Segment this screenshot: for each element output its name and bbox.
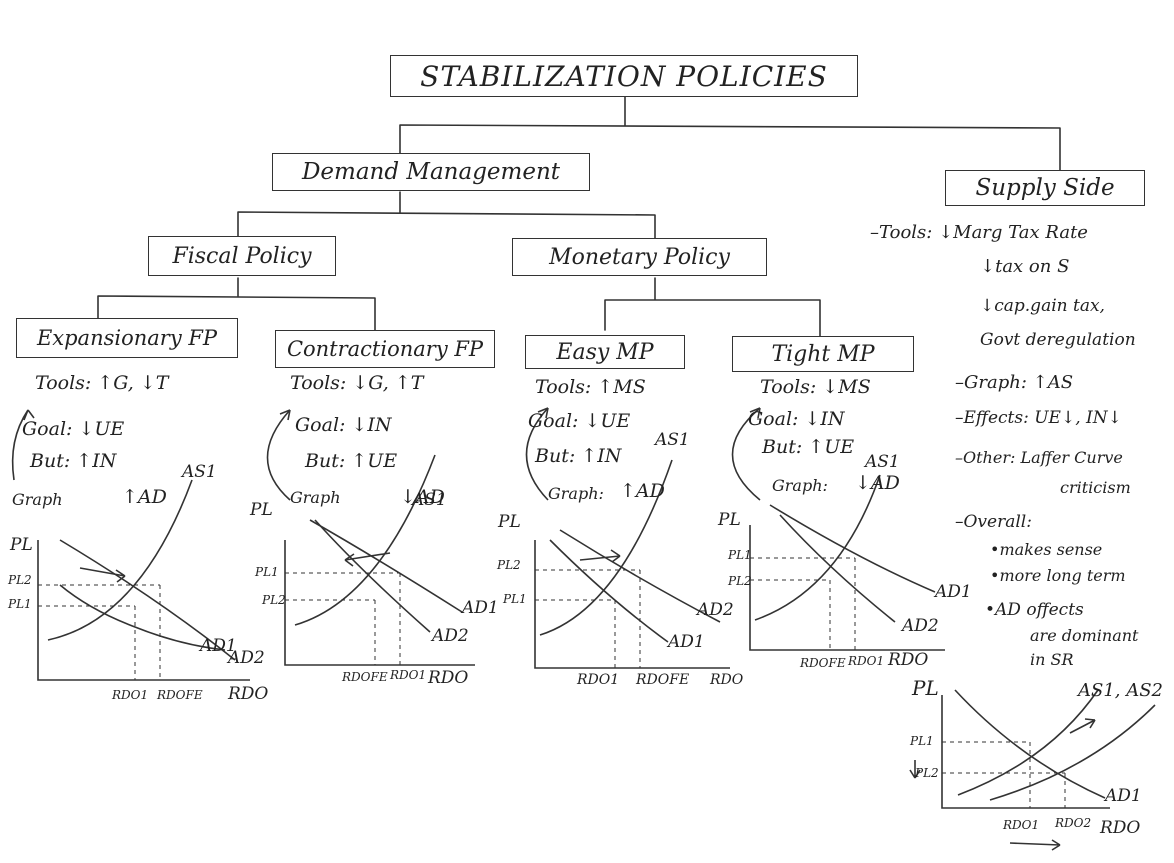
ss-tools-3: ↓cap.gain tax,: [980, 296, 1105, 316]
exp-ad2: AD2: [228, 648, 265, 668]
ss-g-ad: AD1: [1105, 786, 1142, 806]
easy-pl: PL: [498, 512, 521, 532]
tight-graph-value: ↓AD: [855, 472, 900, 494]
tight-rdo: RDO: [888, 650, 929, 670]
ss-overall-3: •AD offects: [985, 600, 1084, 620]
con-ad1: AD1: [462, 598, 499, 618]
ss-tools-1: –Tools: ↓Marg Tax Rate: [870, 222, 1088, 243]
easy-graph-value: ↑AD: [620, 480, 665, 502]
con-rdofe: RDOFE: [342, 670, 388, 684]
exp-pl1: PL1: [8, 597, 32, 611]
easy-as: AS1: [655, 430, 690, 450]
ss-effects: –Effects: UE↓, IN↓: [955, 408, 1122, 428]
exp-rdo: RDO: [228, 684, 269, 704]
title-box: STABILIZATION POLICIES: [390, 55, 858, 97]
ss-graph: –Graph: ↑AS: [955, 372, 1074, 393]
ss-g-as: AS1, AS2: [1078, 680, 1164, 701]
con-as: AS1: [412, 490, 447, 510]
tight-goal: Goal: ↓IN: [748, 408, 845, 430]
exp-graph: Graph: [12, 490, 63, 509]
easy-rdo1: RDO1: [577, 672, 620, 688]
exp-as: AS1: [182, 462, 217, 482]
easy-but: But: ↑IN: [535, 445, 622, 467]
con-pl1: PL1: [255, 565, 279, 579]
tight-ad1: AD1: [935, 582, 972, 602]
ss-g-rdo1: RDO1: [1003, 818, 1040, 832]
ss-g-pl2: PL2: [915, 766, 939, 780]
demand-management-box: Demand Management: [272, 153, 590, 191]
con-but: But: ↑UE: [305, 450, 398, 472]
monetary-policy-box: Monetary Policy: [512, 238, 767, 276]
ss-overall: –Overall:: [955, 512, 1032, 532]
con-goal: Goal: ↓IN: [295, 414, 392, 436]
ss-overall-1: •makes sense: [990, 540, 1103, 559]
expansionary-fp-box: Expansionary FP: [16, 318, 238, 358]
tight-pl: PL: [718, 510, 741, 530]
ss-other-2: criticism: [1060, 478, 1131, 497]
ss-overall-2: •more long term: [990, 566, 1126, 585]
tight-rdo1: RDO1: [848, 654, 885, 668]
graph-supply-side: [909, 689, 1156, 851]
contractionary-fp-box: Contractionary FP: [275, 330, 495, 368]
exp-pl2: PL2: [8, 573, 32, 587]
easy-tools: Tools: ↑MS: [535, 376, 646, 398]
tight-as: AS1: [865, 452, 900, 472]
con-graph-value: ↓AD: [400, 486, 445, 508]
easy-goal: Goal: ↓UE: [528, 410, 631, 432]
easy-graph: Graph:: [548, 484, 604, 503]
graph-easy: [534, 459, 730, 669]
easy-ad1: AD1: [668, 632, 705, 652]
ss-g-pl1: PL1: [910, 734, 934, 748]
supply-side-box: Supply Side: [945, 170, 1145, 206]
con-rdo: RDO: [428, 668, 469, 688]
graph-expansionary: [37, 479, 250, 681]
tight-pl2: PL2: [728, 574, 752, 588]
tight-mp-box: Tight MP: [732, 336, 914, 372]
tight-but: But: ↑UE: [762, 436, 855, 458]
tight-rdofe: RDOFE: [800, 656, 846, 670]
ss-tools-4: Govt deregulation: [980, 330, 1136, 350]
tight-pl1: PL1: [728, 548, 752, 562]
ss-overall-5: in SR: [1030, 650, 1074, 669]
ss-g-pl: PL: [912, 676, 939, 700]
tight-graph: Graph:: [772, 476, 828, 495]
easy-rdo: RDO: [710, 672, 744, 688]
easy-pl1: PL1: [503, 592, 527, 606]
ss-other-1: –Other: Laffer Curve: [955, 448, 1123, 467]
easy-rdofe: RDOFE: [636, 672, 690, 688]
graph-contractionary: [284, 454, 475, 666]
con-graph: Graph: [290, 488, 341, 507]
exp-rdofe: RDOFE: [157, 688, 203, 702]
con-ad2: AD2: [432, 626, 469, 646]
tight-ad2: AD2: [902, 616, 939, 636]
graph-tight: [749, 474, 945, 651]
exp-goal: Goal: ↓UE: [22, 418, 125, 440]
con-tools: Tools: ↓G, ↑T: [290, 372, 424, 394]
ss-tools-2: ↓tax on S: [980, 256, 1070, 277]
exp-pl: PL: [10, 535, 33, 555]
con-rdo1: RDO1: [390, 668, 427, 682]
con-pl: PL: [250, 500, 273, 520]
exp-graph-value: ↑AD: [122, 486, 167, 508]
ss-g-rdo: RDO: [1100, 818, 1141, 838]
easy-mp-box: Easy MP: [525, 335, 685, 369]
easy-ad2: AD2: [697, 600, 734, 620]
exp-tools: Tools: ↑G, ↓T: [35, 372, 169, 394]
con-pl2: PL2: [262, 593, 286, 607]
fiscal-policy-box: Fiscal Policy: [148, 236, 336, 276]
easy-pl2: PL2: [497, 558, 521, 572]
exp-ad1: AD1: [200, 636, 237, 656]
exp-rdo1: RDO1: [112, 688, 149, 702]
ss-overall-4: are dominant: [1030, 626, 1139, 645]
tight-tools: Tools: ↓MS: [760, 376, 871, 398]
ss-g-rdo2: RDO2: [1055, 816, 1092, 830]
exp-but: But: ↑IN: [30, 450, 117, 472]
